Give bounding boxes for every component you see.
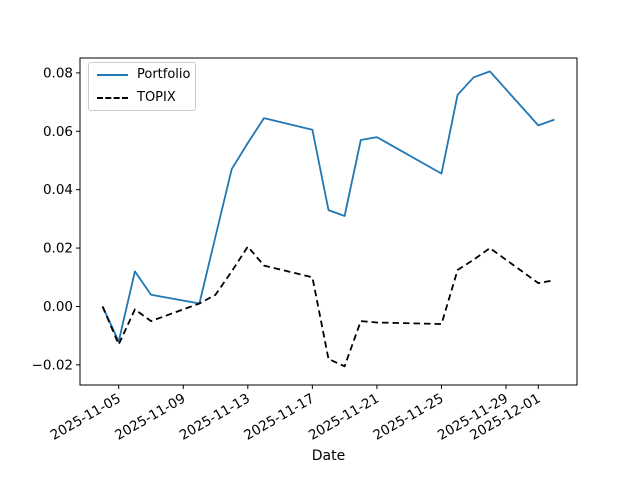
y-tick-label: 0.00 <box>43 299 73 315</box>
series-line-portfolio <box>101 70 555 343</box>
x-tick-label: 2025-11-05 <box>48 391 124 444</box>
legend: Portfolio TOPIX <box>88 62 196 111</box>
x-tick-label: 2025-11-21 <box>306 391 382 444</box>
legend-entry-portfolio: Portfolio <box>97 66 191 84</box>
x-tick-label: 2025-11-17 <box>241 391 317 444</box>
legend-line-sample-portfolio <box>97 74 128 76</box>
y-tick-label: 0.06 <box>43 124 73 140</box>
y-tick-label: 0.02 <box>43 241 73 257</box>
y-tick-label: 0.08 <box>43 65 73 81</box>
x-tick-label: 2025-11-25 <box>370 391 446 444</box>
x-axis-label: Date <box>311 448 346 464</box>
axes-spines <box>79 57 578 386</box>
legend-label-portfolio: Portfolio <box>137 67 191 82</box>
legend-line-sample-topix <box>97 97 128 99</box>
series-line-topix <box>101 245 555 368</box>
x-tick-label: 2025-11-13 <box>177 391 253 444</box>
y-tick-label: −0.02 <box>32 357 73 373</box>
legend-entry-topix: TOPIX <box>97 89 187 107</box>
x-tick-label: 2025-11-09 <box>112 391 188 444</box>
legend-label-topix: TOPIX <box>137 90 176 105</box>
y-tick-label: 0.04 <box>43 182 73 198</box>
